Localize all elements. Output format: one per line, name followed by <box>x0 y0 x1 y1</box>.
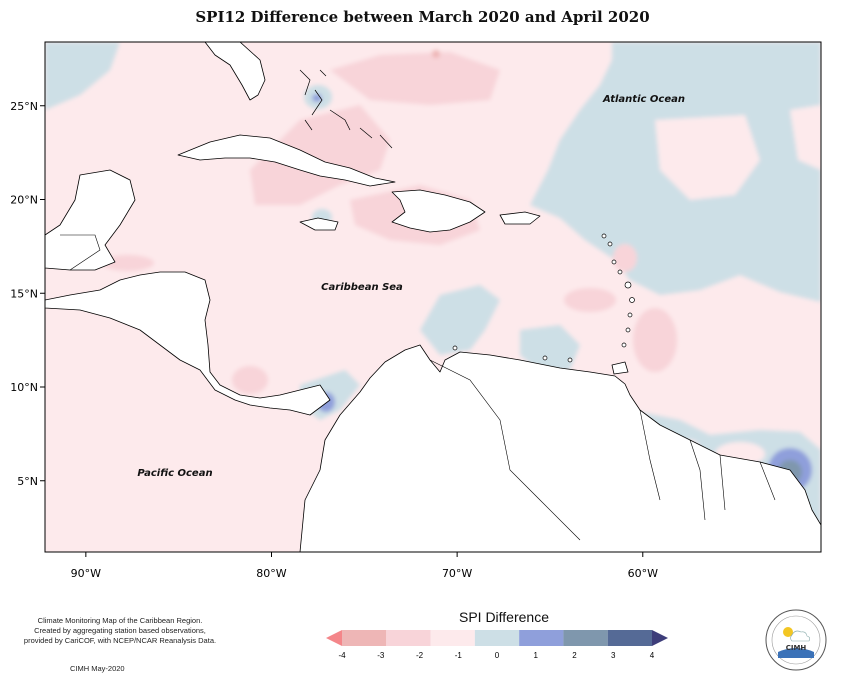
central-pink <box>564 288 616 312</box>
lat-tick-label: 5°N <box>17 475 38 488</box>
atlantic-pink-pocket <box>655 115 760 200</box>
legend-tick-label: 4 <box>650 651 655 660</box>
lesser-antilles <box>452 233 635 363</box>
panama-pink <box>232 366 268 394</box>
caribbean-label: Caribbean Sea <box>321 282 403 293</box>
legend-tick-label: -1 <box>455 651 463 660</box>
footer-date: CIMH May-2020 <box>70 664 125 673</box>
legend-swatch <box>342 630 387 646</box>
antilles-pink <box>633 308 677 372</box>
legend-tick-label: -3 <box>377 651 385 660</box>
jamaica-land <box>299 217 339 231</box>
hispaniola-land <box>391 189 486 233</box>
legend-tick-label: -4 <box>338 651 346 660</box>
lon-tick-label: 80°W <box>256 567 286 580</box>
lon-tick-label: 90°W <box>71 567 101 580</box>
virgin-pink <box>613 244 637 272</box>
trinidad-land <box>611 361 629 375</box>
caribbean-south-blue <box>420 285 500 355</box>
lat-tick-label: 20°N <box>10 194 38 207</box>
legend-tick-label: -2 <box>416 651 424 660</box>
cimh-logo-icon: CIMH <box>765 609 827 671</box>
legend-swatch <box>474 630 520 646</box>
central-america-land <box>45 271 331 416</box>
legend-swatch <box>519 630 564 646</box>
bahamas-tiny-pink <box>432 50 440 58</box>
south-america-land <box>299 344 821 552</box>
gulf-blue-region <box>45 42 120 110</box>
axis-layer: 90°W 80°W 70°W 60°W 5°N 10°N 15°N 20°N 25°N <box>10 100 658 580</box>
spi-map: Atlantic Ocean Caribbean Sea Pacific Oce… <box>10 41 822 580</box>
legend-swatch <box>326 630 342 646</box>
bahamas-pink-region <box>330 52 500 105</box>
legend-tick-label: 2 <box>572 651 577 660</box>
legend-colorbar: -4 -3 -2 -1 0 1 2 3 4 <box>326 630 668 660</box>
legend-swatch <box>386 630 431 646</box>
legend-swatch <box>430 630 475 646</box>
atlantic-pink-pocket-2 <box>790 105 821 170</box>
yucatan-land <box>45 169 136 271</box>
lon-tick-label: 60°W <box>628 567 658 580</box>
florida-land <box>204 42 266 101</box>
atlantic-label: Atlantic Ocean <box>602 94 685 105</box>
land-layer <box>45 42 821 552</box>
curacao-blue <box>520 325 580 372</box>
legend-tick-label: 0 <box>495 651 500 660</box>
cuba-land <box>177 134 396 187</box>
yucatan-pink <box>102 255 154 271</box>
puerto-rico-land <box>499 211 541 225</box>
legend-swatch <box>652 630 668 646</box>
footer-line-1: Climate Monitoring Map of the Caribbean … <box>37 616 203 625</box>
legend-tick-label: 3 <box>611 651 616 660</box>
footer-note: Climate Monitoring Map of the Caribbean … <box>20 616 220 646</box>
map-title: SPI12 Difference between March 2020 and … <box>195 8 650 26</box>
country-borders <box>60 234 776 541</box>
logo-text: CIMH <box>786 644 807 652</box>
lat-tick-label: 15°N <box>10 287 38 300</box>
legend-swatch <box>607 630 652 646</box>
bahamas-islands <box>299 69 393 149</box>
legend-title: SPI Difference <box>458 609 549 625</box>
lat-tick-label: 25°N <box>10 100 38 113</box>
footer-line-3: provided by CariCOF, with NCEP/NCAR Rean… <box>23 636 217 645</box>
legend-tick-label: 1 <box>534 651 539 660</box>
pacific-label: Pacific Ocean <box>137 468 212 479</box>
legend-swatch <box>563 630 608 646</box>
lon-tick-label: 70°W <box>442 567 472 580</box>
lat-tick-label: 10°N <box>10 381 38 394</box>
footer-line-2: Created by aggregating station based obs… <box>34 626 206 635</box>
map-frame <box>44 41 822 553</box>
cuba-pink-region <box>250 105 390 205</box>
